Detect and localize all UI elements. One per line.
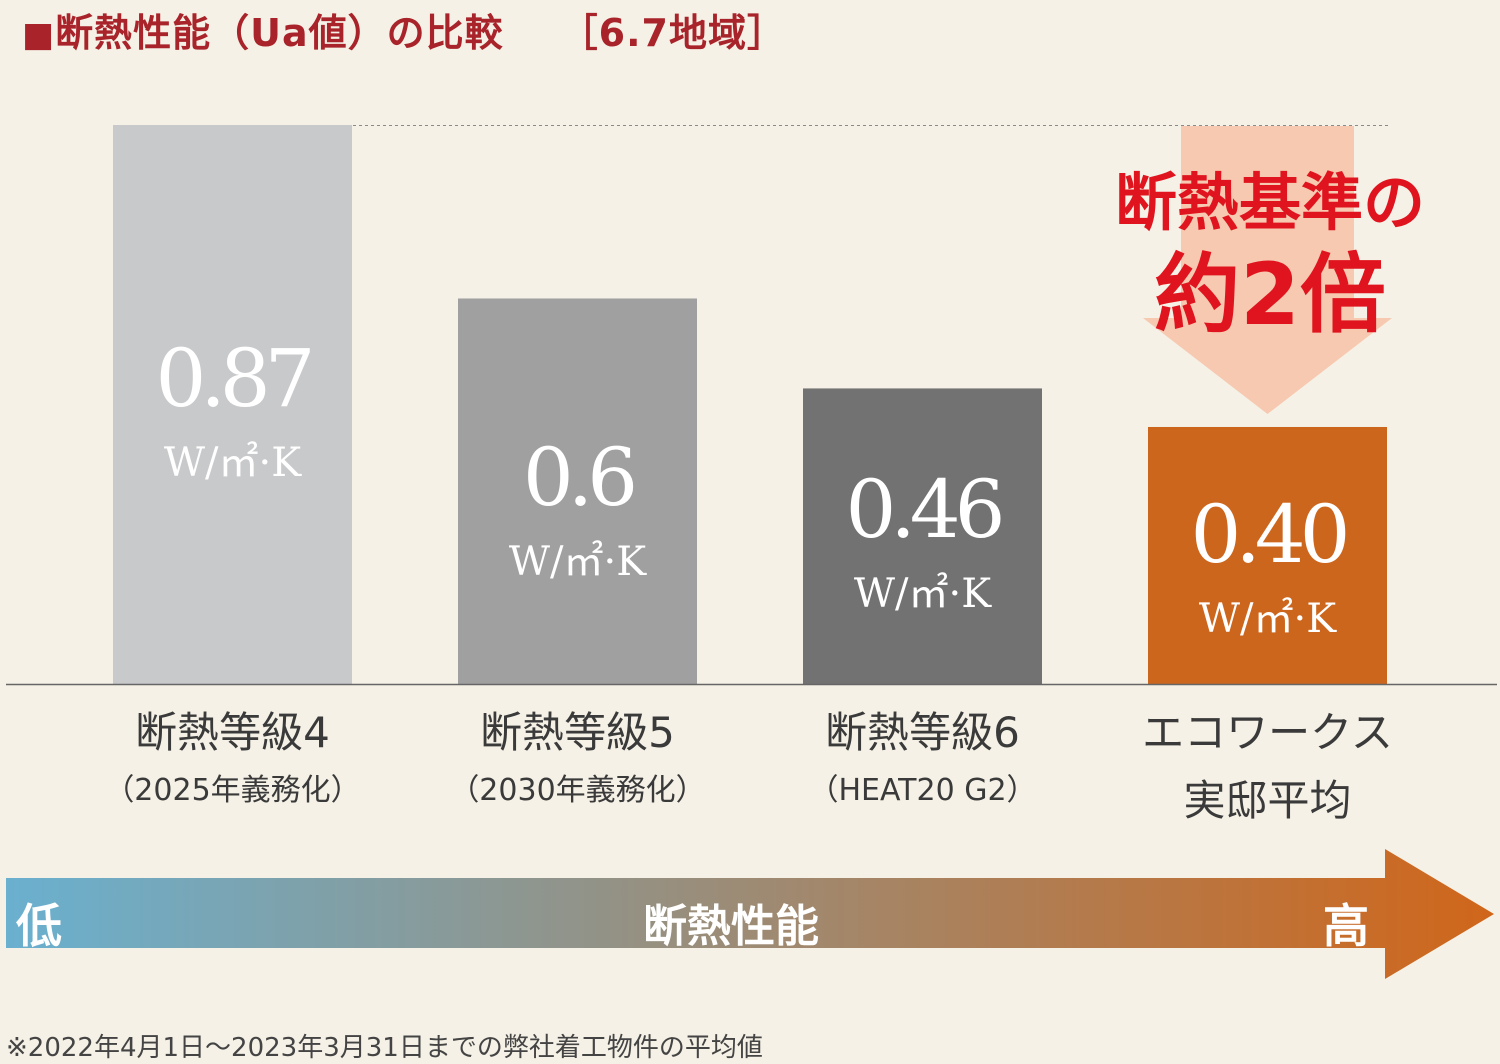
callout-arrow	[1143, 126, 1392, 414]
performance-low-label: 低	[16, 899, 62, 953]
category-label-2: 断熱等級5 （2030年義務化）	[413, 712, 743, 806]
category-subtext: （2030年義務化）	[449, 773, 706, 808]
bar-3	[803, 388, 1042, 684]
chart-title: ■断熱性能（Ua値）の比較 ［6.7地域］	[22, 2, 786, 57]
bar-unit-label-1: W/㎡·K	[164, 440, 302, 486]
bar-unit-label-4: W/㎡·K	[1199, 596, 1337, 642]
category-name: 断熱等級5	[480, 708, 675, 757]
category-name: 断熱等級6	[825, 708, 1020, 757]
category-label-1: 断熱等級4 （2025年義務化）	[68, 712, 398, 806]
bar-2	[458, 298, 697, 684]
category-label-3: 断熱等級6 （HEAT20 G2）	[758, 712, 1088, 806]
bar-value-label-2: 0.6	[523, 431, 633, 524]
category-name: 断熱等級4	[135, 708, 330, 757]
category-subtext: （2025年義務化）	[104, 773, 361, 808]
bar-1	[113, 125, 352, 684]
region-label: ［6.7地域］	[559, 11, 786, 55]
bar-unit-label-2: W/㎡·K	[509, 539, 647, 585]
category-label-4: エコワークス 実邸平均	[1103, 712, 1433, 822]
performance-gradient-arrow	[6, 849, 1494, 979]
bar-4	[1148, 426, 1387, 684]
callout-line2: 約2倍	[1154, 245, 1386, 345]
chart-title-text: 断熱性能（Ua値）の比較	[55, 11, 504, 55]
performance-axis-label: 断熱性能	[643, 901, 819, 952]
square-mark-icon: ■	[22, 15, 56, 55]
callout-label: 断熱基準の 約2倍	[1090, 166, 1450, 345]
bar-value-label-4: 0.40	[1190, 488, 1345, 581]
footnote: ※2022年4月1日～2023年3月31日までの弊社着工物件の平均値	[6, 1033, 763, 1063]
category-name: エコワークス	[1142, 708, 1393, 757]
performance-high-label: 高	[1323, 899, 1369, 953]
callout-line1: 断熱基準の	[1114, 166, 1425, 239]
category-subtext: 実邸平均	[1183, 776, 1352, 825]
bar-value-label-3: 0.46	[845, 463, 1000, 556]
bar-value-label-1: 0.87	[155, 332, 310, 425]
category-subtext: （HEAT20 G2）	[808, 773, 1037, 808]
bar-unit-label-3: W/㎡·K	[854, 571, 992, 617]
